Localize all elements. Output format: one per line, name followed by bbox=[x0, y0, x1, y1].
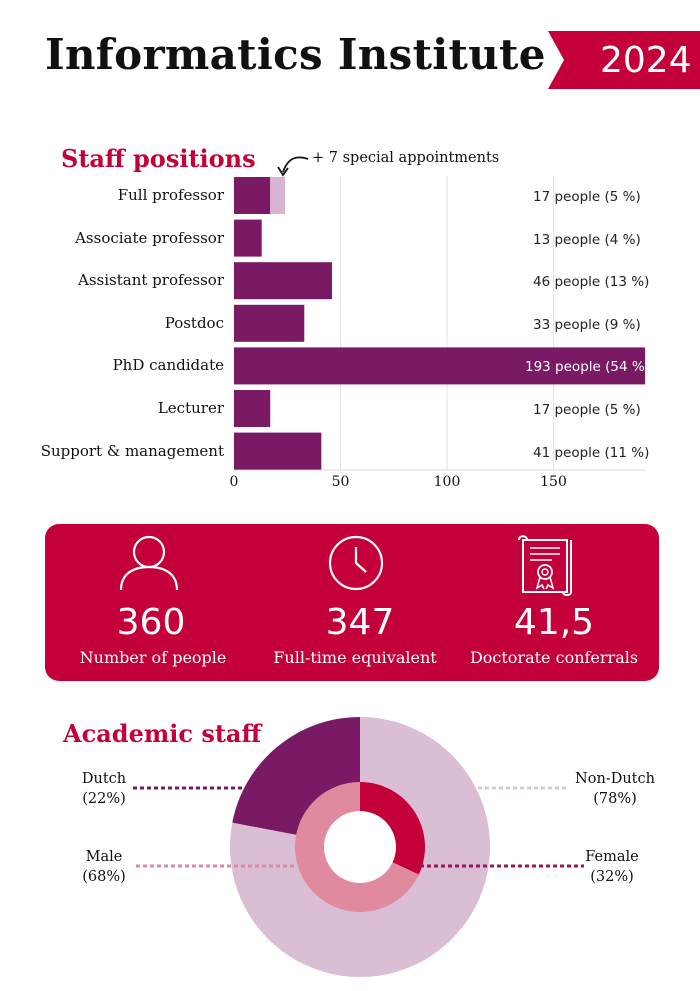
person-icon bbox=[119, 535, 179, 591]
bar-full-professor bbox=[234, 177, 271, 214]
stats-panel: 360 347 41,5 Number of people Full-time … bbox=[45, 524, 659, 681]
page-title: Informatics Institute bbox=[45, 30, 546, 79]
bar-segment-special-appointments bbox=[270, 177, 286, 214]
diploma-icon bbox=[518, 535, 572, 596]
label-female-name: Female bbox=[585, 849, 639, 865]
label-male-name: Male bbox=[85, 849, 123, 865]
label-dutch-name: Dutch bbox=[81, 771, 127, 787]
bar-postdoc bbox=[234, 304, 305, 342]
category-label: Full professor bbox=[117, 186, 224, 204]
label-male-percent: (68%) bbox=[82, 869, 126, 885]
x-tick-label: 150 bbox=[540, 474, 567, 490]
category-label: Assistant professor bbox=[78, 271, 224, 290]
pie-chart-title: Academic staff bbox=[63, 719, 262, 748]
bar-chart-title: Staff positions bbox=[61, 144, 256, 173]
year-ribbon bbox=[548, 31, 700, 89]
label-female-percent: (32%) bbox=[590, 869, 634, 885]
bar-annotation: + 7 special appointments bbox=[312, 150, 500, 166]
value-label: 13 people (4 %) bbox=[533, 231, 641, 248]
value-label: 46 people (13 %) bbox=[533, 274, 650, 291]
x-tick-label: 0 bbox=[229, 474, 239, 490]
annotation-arrow bbox=[277, 156, 309, 177]
category-label: Associate professor bbox=[75, 228, 224, 247]
value-label: 17 people (5 %) bbox=[533, 402, 641, 418]
stat-number-doctorates: 41,5 bbox=[513, 602, 595, 643]
bar-support-and-management bbox=[234, 432, 322, 470]
staff-bar-chart bbox=[234, 176, 646, 471]
stat-label-doctorates: Doctorate conferrals bbox=[469, 648, 639, 667]
label-non-dutch-percent: (78%) bbox=[593, 791, 637, 807]
stat-label-people: Number of people bbox=[79, 648, 227, 667]
value-label: 41 people (11 %) bbox=[533, 444, 650, 461]
bar-associate-professor bbox=[234, 219, 262, 257]
label-dutch: Dutch (22%) bbox=[78, 769, 130, 809]
category-label: Support & management bbox=[40, 441, 224, 460]
value-label: 193 people (54 %) bbox=[525, 359, 650, 376]
value-label: 17 people (5 %) bbox=[533, 189, 641, 205]
year-label: 2024 bbox=[600, 40, 692, 81]
bar-lecturer bbox=[234, 390, 271, 427]
donut-hole bbox=[324, 811, 396, 883]
x-tick-label: 100 bbox=[433, 474, 461, 490]
label-female: Female (32%) bbox=[584, 847, 640, 887]
bar-assistant-professor bbox=[234, 262, 332, 300]
label-non-dutch-name: Non-Dutch bbox=[575, 771, 655, 787]
stat-number-fte: 347 bbox=[325, 602, 395, 643]
category-label: Lecturer bbox=[157, 399, 224, 417]
bar-phd-candidate bbox=[234, 347, 646, 385]
stat-label-fte: Full-time equivalent bbox=[273, 648, 437, 667]
stat-number-people: 360 bbox=[116, 602, 186, 643]
clock-icon bbox=[328, 535, 384, 591]
x-tick-label: 50 bbox=[331, 474, 350, 490]
category-label: Postdoc bbox=[164, 313, 224, 332]
label-male: Male (68%) bbox=[78, 847, 130, 887]
label-non-dutch: Non-Dutch (78%) bbox=[568, 769, 662, 809]
category-label: PhD candidate bbox=[112, 356, 224, 375]
label-dutch-percent: (22%) bbox=[82, 791, 126, 807]
value-label: 33 people (9 %) bbox=[533, 316, 641, 333]
